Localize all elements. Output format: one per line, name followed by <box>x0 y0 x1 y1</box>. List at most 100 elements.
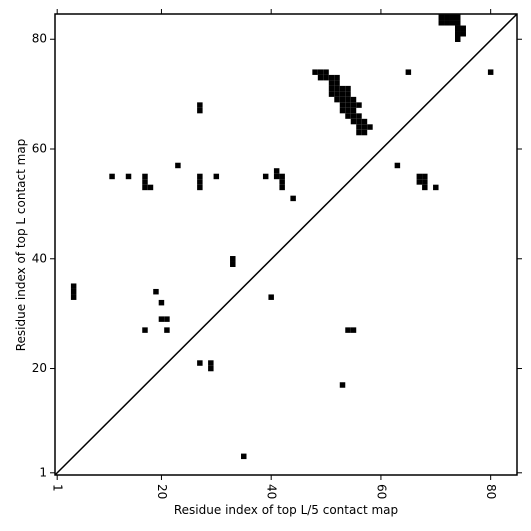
contact-cell <box>454 31 461 37</box>
y-tick-label: 1 <box>39 465 47 479</box>
contact-cell <box>350 107 357 114</box>
contact-cell <box>438 14 445 21</box>
y-axis-label: Residue index of top L contact map <box>14 139 28 352</box>
contact-cell <box>241 453 247 460</box>
contact-cell <box>142 327 148 333</box>
contact-cell <box>339 96 346 103</box>
contact-cell <box>444 14 450 21</box>
contact-cell <box>454 36 461 42</box>
contact-cell <box>70 288 77 295</box>
contact-cell <box>449 20 455 26</box>
contact-cell <box>454 25 461 32</box>
x-tick-label: 60 <box>374 484 388 499</box>
contact-cell <box>334 96 340 103</box>
contact-cell <box>345 102 351 108</box>
contact-cell <box>438 20 445 26</box>
contact-cell <box>142 173 148 180</box>
contact-cell <box>416 179 423 185</box>
contact-cell <box>487 69 494 75</box>
contact-cell <box>323 69 329 75</box>
diagonal <box>54 13 518 476</box>
x-axis-label: Residue index of top L/5 contact map <box>174 503 398 517</box>
contact-cell <box>213 173 220 180</box>
contact-cell <box>339 107 346 114</box>
contact-cell <box>339 382 346 388</box>
contact-cell <box>70 283 77 289</box>
x-tick-label: 80 <box>484 484 498 499</box>
contact-cell <box>262 173 269 180</box>
contact-cell <box>70 294 77 300</box>
contact-cell <box>416 173 423 180</box>
contact-cell <box>153 288 159 295</box>
contact-cell <box>197 360 203 366</box>
contact-cell <box>208 360 214 366</box>
contact-cell <box>334 80 340 86</box>
contact-cell <box>361 118 368 125</box>
contact-cell <box>125 173 132 180</box>
contact-cell <box>197 179 203 185</box>
contact-cell <box>405 69 412 75</box>
contact-cell <box>317 69 324 75</box>
contact-cell <box>147 184 154 191</box>
contact-cell <box>339 102 346 108</box>
contact-cell <box>454 14 461 21</box>
contact-cell <box>197 173 203 180</box>
contact-cell <box>350 96 357 103</box>
contact-cell <box>339 91 346 97</box>
contact-cell <box>345 327 351 333</box>
contact-cell <box>356 124 362 130</box>
contact-cell <box>208 365 214 372</box>
contact-cell <box>361 124 368 130</box>
contact-cell <box>422 179 428 185</box>
contact-cell <box>317 74 324 81</box>
contact-cell <box>164 327 170 333</box>
contact-cell <box>164 316 170 322</box>
contact-cell <box>230 261 236 268</box>
contact-cell <box>350 113 357 119</box>
contact-cell <box>394 162 401 169</box>
plot-frame <box>54 13 518 476</box>
contact-cell <box>356 129 362 136</box>
contact-cell <box>230 256 236 262</box>
contact-cell <box>279 173 285 180</box>
contact-cell <box>460 25 466 32</box>
contact-cell <box>444 20 450 26</box>
x-tick-label: 1 <box>51 484 65 492</box>
contact-cell <box>328 91 335 97</box>
contact-cell <box>350 327 357 333</box>
contact-cell <box>345 85 351 92</box>
contact-cell <box>422 184 428 191</box>
contact-cell <box>328 80 335 86</box>
contact-cell <box>460 31 466 37</box>
contact-cell <box>175 162 181 169</box>
contact-cell <box>334 91 340 97</box>
contact-cell <box>345 107 351 114</box>
contact-cell <box>361 129 368 136</box>
contact-cell <box>345 91 351 97</box>
x-tick-label: 40 <box>265 484 279 499</box>
contact-cell <box>356 102 362 108</box>
y-tick-label: 60 <box>32 142 47 156</box>
contact-cell <box>109 173 115 180</box>
contact-cell <box>290 195 296 202</box>
contact-cell <box>273 173 280 180</box>
y-tick-label: 40 <box>32 251 47 265</box>
contact-cell <box>197 102 203 108</box>
contact-cell <box>449 14 455 21</box>
contact-cell <box>197 184 203 191</box>
contact-cell <box>367 124 373 130</box>
contact-cell <box>345 96 351 103</box>
y-tick-label: 80 <box>32 32 47 46</box>
contact-cell <box>339 85 346 92</box>
contact-cell <box>356 118 362 125</box>
contact-cell <box>350 102 357 108</box>
contact-cell <box>158 299 165 306</box>
contact-cell <box>328 74 335 81</box>
contact-cell <box>454 20 461 26</box>
contact-cell <box>356 113 362 119</box>
contact-cell <box>345 113 351 119</box>
contact-cell <box>323 74 329 81</box>
contact-cell <box>158 316 165 322</box>
x-tick-label: 20 <box>155 484 169 499</box>
contact-cell <box>334 85 340 92</box>
